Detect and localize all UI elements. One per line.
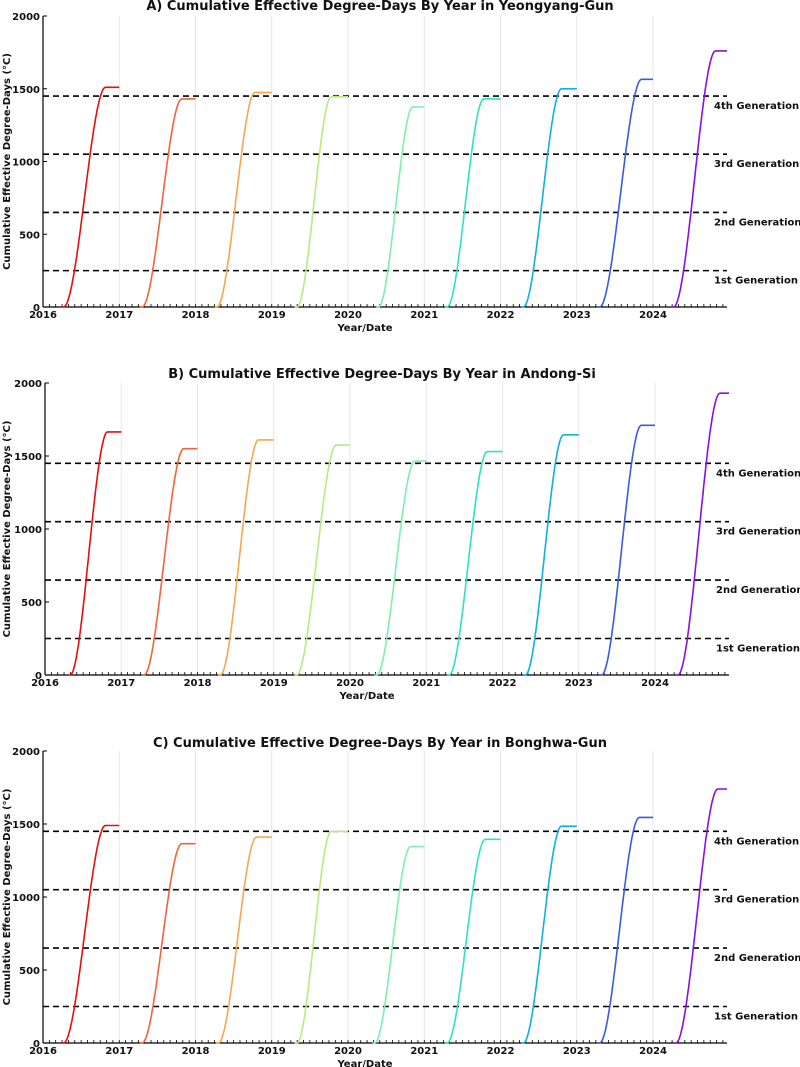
chart-title: B) Cumulative Effective Degree-Days By Y…	[168, 367, 596, 382]
threshold-label: 2nd Generation	[716, 585, 800, 596]
x-tick-label: 2022	[487, 1046, 515, 1057]
y-tick-label: 1000	[14, 525, 42, 536]
series-line-2018	[218, 439, 274, 676]
x-tick-label: 2024	[639, 1046, 667, 1057]
series-line-2018	[216, 836, 272, 1044]
y-tick-label: 1000	[12, 893, 40, 904]
x-tick-label: 2019	[258, 1046, 286, 1057]
x-tick-label: 2023	[565, 678, 593, 689]
series-line-2016	[61, 824, 120, 1044]
series-line-2020	[372, 845, 425, 1044]
threshold-label: 1st Generation	[714, 1012, 798, 1023]
series-line-2023	[597, 78, 654, 308]
x-tick-label: 2018	[182, 1046, 210, 1057]
x-tick-label: 2017	[105, 1046, 133, 1057]
series-line-2019	[294, 444, 351, 676]
series-line-2019	[294, 830, 349, 1044]
y-tick-label: 2000	[14, 379, 42, 390]
x-tick-label: 2024	[641, 678, 669, 689]
chart-title: A) Cumulative Effective Degree-Days By Y…	[146, 0, 613, 14]
x-tick-label: 2020	[334, 310, 362, 321]
y-tick-label: 500	[21, 598, 42, 609]
series-line-2024	[671, 50, 728, 308]
chart-panel: 0 500 1000 1500 2000 2016 2017 2018 2019 2020 2021…	[2, 736, 800, 1067]
threshold-label: 3rd Generation	[716, 527, 800, 538]
series-line-2016	[67, 431, 122, 676]
threshold-label: 2nd Generation	[714, 217, 800, 228]
series-line-2016	[61, 86, 120, 308]
x-tick-label: 2024	[639, 310, 667, 321]
series-line-2021	[446, 450, 503, 676]
x-tick-label: 2021	[412, 678, 440, 689]
x-tick-label: 2020	[336, 678, 364, 689]
y-axis-label: Cumulative Effective Degree-Days (°C)	[2, 53, 13, 270]
x-tick-label: 2016	[29, 310, 57, 321]
y-axis-label: Cumulative Effective Degree-Days (°C)	[2, 421, 13, 638]
threshold-label: 3rd Generation	[714, 895, 799, 906]
y-tick-label: 1500	[12, 85, 40, 96]
y-tick-label: 1500	[14, 452, 42, 463]
series-line-2020	[374, 460, 427, 676]
threshold-label: 4th Generation	[714, 101, 799, 112]
threshold-label: 4th Generation	[714, 836, 799, 847]
x-tick-label: 2017	[107, 678, 135, 689]
x-tick-label: 2022	[489, 678, 517, 689]
x-tick-label: 2018	[182, 310, 210, 321]
series-line-2022	[521, 825, 577, 1044]
chart-panel: 0 500 1000 1500 2000 2016 2017 2018 2019 2020 2021…	[2, 0, 800, 334]
threshold-label: 1st Generation	[714, 276, 798, 287]
x-tick-label: 2016	[29, 1046, 57, 1057]
series-line-2020	[376, 106, 425, 308]
series-line-2018	[214, 91, 272, 308]
y-tick-label: 1500	[12, 820, 40, 831]
x-tick-label: 2019	[258, 310, 286, 321]
threshold-label: 3rd Generation	[714, 159, 799, 170]
x-axis-label: Year/Date	[336, 1059, 392, 1067]
x-tick-label: 2017	[105, 310, 133, 321]
x-tick-label: 2018	[184, 678, 212, 689]
y-tick-label: 2000	[12, 747, 40, 758]
threshold-label: 4th Generation	[716, 468, 800, 479]
x-tick-label: 2022	[487, 310, 515, 321]
y-tick-label: 0	[33, 303, 40, 314]
series-line-2019	[294, 96, 349, 308]
x-tick-label: 2016	[31, 678, 59, 689]
x-tick-label: 2023	[563, 310, 591, 321]
threshold-label: 2nd Generation	[714, 953, 800, 964]
chart-title: C) Cumulative Effective Degree-Days By Y…	[153, 736, 607, 751]
series-line-2023	[597, 816, 654, 1044]
y-tick-label: 500	[19, 230, 40, 241]
x-tick-label: 2019	[260, 678, 288, 689]
y-tick-label: 0	[33, 1039, 40, 1050]
series-line-2021	[444, 838, 501, 1044]
y-tick-label: 2000	[12, 12, 40, 23]
x-tick-label: 2023	[563, 1046, 591, 1057]
series-line-2023	[599, 424, 656, 676]
series-line-2017	[139, 98, 196, 308]
y-tick-label: 500	[19, 966, 40, 977]
series-line-2024	[675, 392, 730, 676]
series-line-2022	[523, 433, 579, 676]
y-axis-label: Cumulative Effective Degree-Days (°C)	[2, 789, 13, 1006]
chart-panel: 0 500 1000 1500 2000 2016 2017 2018 2019 2020 2021…	[2, 367, 800, 702]
x-axis-label: Year/Date	[338, 691, 394, 702]
x-tick-label: 2021	[410, 1046, 438, 1057]
series-line-2021	[444, 98, 501, 308]
series-line-2022	[521, 88, 577, 308]
threshold-label: 1st Generation	[716, 644, 800, 655]
x-tick-label: 2021	[410, 310, 438, 321]
x-tick-label: 2020	[334, 1046, 362, 1057]
x-axis-label: Year/Date	[336, 323, 392, 334]
series-line-2017	[141, 447, 198, 676]
y-tick-label: 1000	[12, 158, 40, 169]
series-line-2024	[673, 788, 728, 1044]
y-tick-label: 0	[35, 671, 42, 682]
series-line-2017	[139, 842, 196, 1044]
